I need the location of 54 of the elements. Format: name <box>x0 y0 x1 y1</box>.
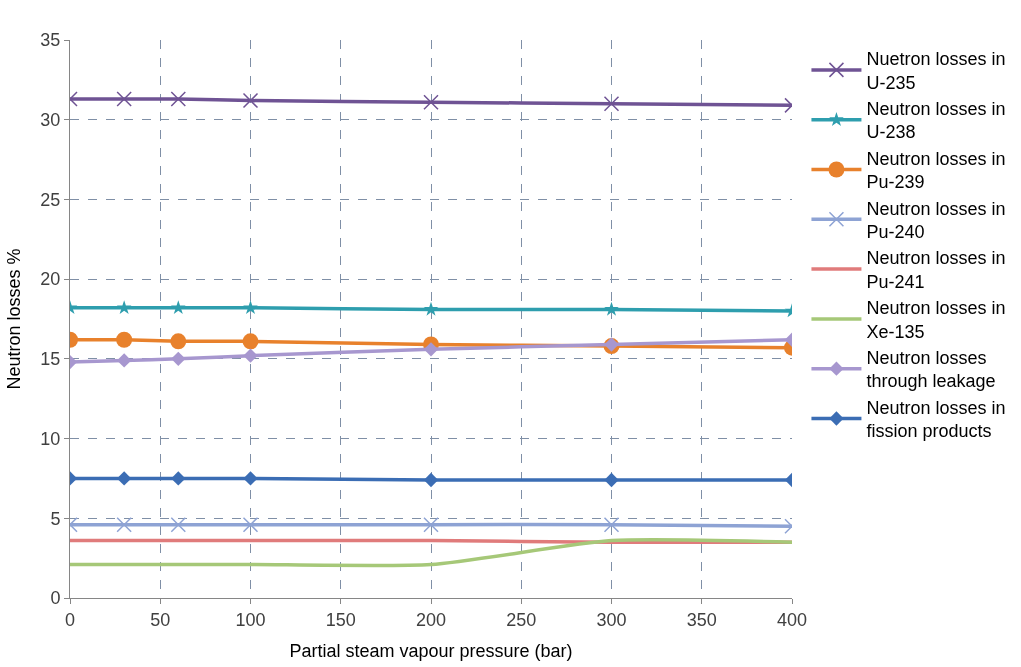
y-tick-label: 25 <box>40 189 61 210</box>
point <box>170 300 186 315</box>
point <box>604 472 619 488</box>
point <box>171 471 186 486</box>
x-tick-label: 200 <box>415 609 447 630</box>
x-tick-label: 300 <box>596 609 627 630</box>
point <box>117 353 132 368</box>
legend-label: Neutron losses in Pu-240 <box>866 198 1006 243</box>
y-tick-label: 5 <box>50 508 61 529</box>
point <box>171 351 186 367</box>
x-tick-label: 150 <box>325 609 356 630</box>
x-axis-title: Partial steam vapour pressure (bar) <box>289 640 573 661</box>
y-tick-label: 0 <box>50 588 61 609</box>
point <box>423 516 439 533</box>
point <box>170 91 187 107</box>
y-tick-label: 30 <box>40 110 61 131</box>
x-tick-label: 400 <box>776 609 808 630</box>
point <box>242 92 259 109</box>
point <box>423 472 439 488</box>
point <box>604 301 619 316</box>
point <box>116 331 133 348</box>
point <box>603 516 620 533</box>
y-tick-label: 35 <box>40 30 61 51</box>
point <box>116 300 132 315</box>
legend-label: Neutron losses in Pu-241 <box>866 248 1006 292</box>
point <box>603 96 620 112</box>
point <box>423 301 439 316</box>
point <box>170 516 187 533</box>
legend-label: Neutron losses in fission products <box>866 397 1006 442</box>
y-axis-title: Neutron losses % <box>3 248 24 390</box>
point <box>116 516 132 533</box>
point <box>116 91 132 107</box>
x-tick-label: 0 <box>64 609 76 630</box>
legend-label: Neutron losses through leakage <box>866 348 996 392</box>
point <box>243 300 258 315</box>
point <box>242 516 259 533</box>
point <box>242 333 259 350</box>
legend-label: Neutron losses in Pu-239 <box>866 148 1006 193</box>
y-tick-label: 20 <box>40 269 61 290</box>
legend-label: Neutron losses in Xe-135 <box>866 298 1006 342</box>
y-tick-label: 15 <box>40 349 61 370</box>
x-tick-label: 250 <box>506 609 537 630</box>
point <box>423 94 439 110</box>
point <box>243 348 258 363</box>
point <box>117 471 132 486</box>
x-tick-label: 50 <box>150 609 171 630</box>
x-tick-label: 350 <box>686 609 717 630</box>
point <box>243 471 258 486</box>
point <box>170 333 187 350</box>
x-tick-label: 100 <box>235 609 266 630</box>
y-tick-label: 10 <box>40 428 61 449</box>
legend-label: Nuetron losses in U-235 <box>866 49 1006 93</box>
point <box>423 342 439 357</box>
legend-label: Neutron losses in U-238 <box>866 99 1006 143</box>
